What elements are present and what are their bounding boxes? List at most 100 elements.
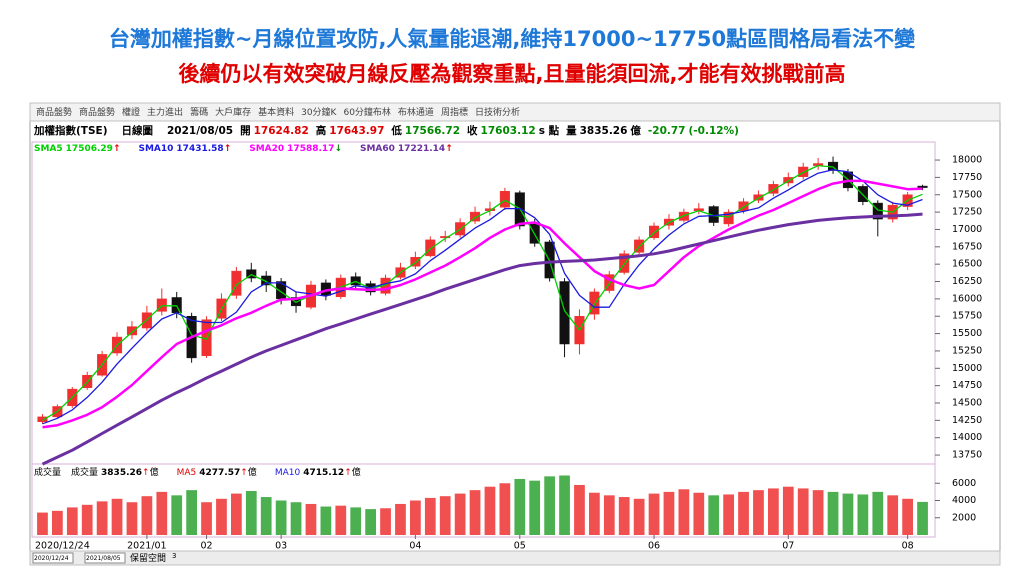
volume-bar <box>603 495 615 535</box>
field-value: 17643.97 <box>329 125 384 137</box>
field-unit: s 點 <box>539 124 560 137</box>
y-tick-label: 17500 <box>952 189 982 200</box>
volume-bar <box>320 506 332 535</box>
volume-bar <box>335 505 347 535</box>
tab[interactable]: 周指標 <box>441 106 468 118</box>
y-tick-label: 16750 <box>952 241 982 252</box>
y-tick-label: 15750 <box>952 311 982 322</box>
title-line: 台灣加權指數~月線位置攻防,人氣量能退潮,維持17000~17750點區間格局看… <box>109 27 916 51</box>
legend-unit: 億 <box>248 466 257 478</box>
moving-average-line <box>42 169 923 425</box>
volume-bar <box>857 494 869 535</box>
volume-bar <box>454 493 466 535</box>
volume-bar <box>529 480 541 535</box>
tab[interactable]: 60分鐘布林 <box>343 106 390 118</box>
title-line: 後續仍以有效突破月線反壓為觀察重點,且量能須回流,才能有效挑戰前高 <box>179 62 846 86</box>
y-tick-label: 16500 <box>952 259 982 270</box>
x-tick-label: 07 <box>782 541 794 552</box>
date-select[interactable] <box>84 552 126 564</box>
change-pct: (-0.12%) <box>689 125 739 137</box>
volume-bar <box>141 496 153 535</box>
volume-bar <box>842 493 854 535</box>
y-tick-label: 15000 <box>952 363 982 374</box>
candle-body <box>649 225 660 239</box>
candle-body <box>156 298 167 312</box>
volume-bar <box>395 503 406 535</box>
x-tick-label: 08 <box>902 541 914 552</box>
tab[interactable]: 大戶庫存 <box>215 106 251 118</box>
control-bar <box>29 550 1001 566</box>
y-tick-label: 16000 <box>952 293 982 304</box>
volume-bar <box>589 492 600 535</box>
legend-value: 17221.14 <box>398 144 445 154</box>
y-tick-label: 13750 <box>952 450 982 461</box>
tab[interactable]: 日技術分析 <box>475 106 520 118</box>
volume-bar <box>484 486 496 535</box>
y-tick-label: 17750 <box>952 172 982 183</box>
x-tick-label: 04 <box>409 541 421 552</box>
legend-value: 4277.57 <box>199 468 240 478</box>
volume-bar <box>201 502 212 535</box>
y-tick-label: 17250 <box>952 207 982 218</box>
legend-trend: ↑ <box>344 468 352 478</box>
tab[interactable]: 布林通道 <box>398 106 434 118</box>
volume-bar <box>768 488 779 535</box>
tab[interactable]: 30分鐘K <box>301 106 337 118</box>
reserve-value: 3 <box>172 552 176 560</box>
y-tick-label: 6000 <box>952 478 976 489</box>
field-value: 3835.26 <box>580 125 628 137</box>
date-select[interactable] <box>32 552 74 564</box>
tab[interactable]: 商品盤勢 <box>36 106 72 118</box>
tab[interactable]: 基本資料 <box>258 106 294 118</box>
y-tick-label: 14750 <box>952 380 982 391</box>
candle-body <box>470 211 481 222</box>
candle-body <box>37 416 48 422</box>
tab[interactable]: 權證 <box>122 106 140 118</box>
volume-bar <box>544 476 555 535</box>
volume-bar <box>96 501 108 535</box>
legend-trend: ↑ <box>113 144 121 154</box>
legend-value: 17588.17 <box>287 144 334 154</box>
tab[interactable]: 主力進出 <box>147 106 183 118</box>
volume-bar <box>827 491 839 535</box>
candle-body <box>126 326 137 336</box>
legend-trend: ↓ <box>334 144 342 154</box>
volume-bar <box>723 494 734 535</box>
field-value: 17624.82 <box>254 125 309 137</box>
y-tick-label: 17000 <box>952 224 982 235</box>
volume-bar <box>872 491 884 535</box>
reserve-label: 保留空間 <box>130 552 166 564</box>
volume-bar <box>171 495 183 535</box>
legend-name: 成交量 <box>71 466 98 478</box>
volume-panel-label: 成交量 <box>34 466 61 478</box>
legend-name: SMA20 <box>249 144 284 154</box>
volume-bar <box>663 491 675 535</box>
volume-bar <box>797 488 809 535</box>
candle-body <box>559 281 570 345</box>
tab[interactable]: 商品盤勢 <box>79 106 115 118</box>
x-tick-label: 2020/12/24 <box>35 541 90 552</box>
candle-body <box>499 191 510 208</box>
volume-bar <box>81 504 93 535</box>
field-label: 開 <box>240 125 251 137</box>
legend-name: MA5 <box>177 468 197 478</box>
candle-body <box>350 276 361 286</box>
volume-bar <box>753 490 764 535</box>
volume-bar <box>350 507 362 535</box>
candle-body <box>231 270 242 296</box>
tab[interactable]: 籌碼 <box>190 106 208 118</box>
volume-bar <box>648 493 660 535</box>
volume-bar <box>275 500 287 535</box>
volume-bar <box>708 495 720 535</box>
volume-bar <box>52 510 63 535</box>
y-tick-label: 15250 <box>952 345 982 356</box>
volume-bar <box>633 498 645 535</box>
field-label: 高 <box>316 124 327 137</box>
legend-trend: ↑ <box>445 144 453 154</box>
y-tick-label: 14000 <box>952 432 982 443</box>
volume-bar <box>439 496 451 535</box>
field-label: 收 <box>467 124 478 137</box>
volume-bar <box>186 490 197 535</box>
volume-bar <box>156 491 168 535</box>
